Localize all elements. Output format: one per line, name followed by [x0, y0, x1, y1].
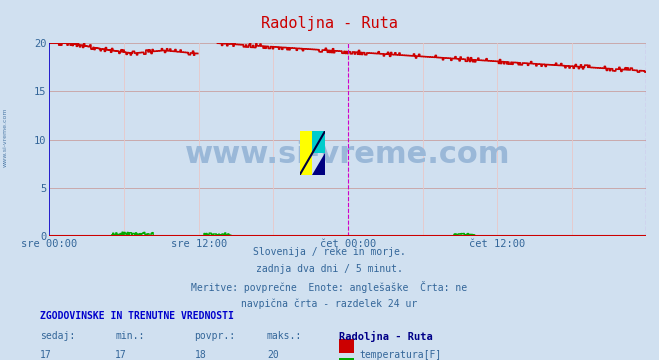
Text: temperatura[F]: temperatura[F]	[359, 350, 442, 360]
Text: www.si-vreme.com: www.si-vreme.com	[185, 140, 510, 170]
Text: ZGODOVINSKE IN TRENUTNE VREDNOSTI: ZGODOVINSKE IN TRENUTNE VREDNOSTI	[40, 311, 233, 321]
Text: 20: 20	[267, 350, 279, 360]
Text: 17: 17	[115, 350, 127, 360]
Text: www.si-vreme.com: www.si-vreme.com	[3, 107, 8, 167]
Text: povpr.:: povpr.:	[194, 331, 235, 341]
Text: min.:: min.:	[115, 331, 145, 341]
Text: sedaj:: sedaj:	[40, 331, 74, 341]
Text: Slovenija / reke in morje.: Slovenija / reke in morje.	[253, 247, 406, 257]
Text: 18: 18	[194, 350, 206, 360]
Polygon shape	[312, 153, 325, 175]
Text: navpična črta - razdelek 24 ur: navpična črta - razdelek 24 ur	[241, 298, 418, 309]
Text: zadnja dva dni / 5 minut.: zadnja dva dni / 5 minut.	[256, 264, 403, 274]
Text: Meritve: povprečne  Enote: anglešaške  Črta: ne: Meritve: povprečne Enote: anglešaške Črt…	[191, 281, 468, 293]
Polygon shape	[300, 131, 312, 175]
Text: Radoljna - Ruta: Radoljna - Ruta	[339, 331, 433, 342]
Text: Radoljna - Ruta: Radoljna - Ruta	[261, 16, 398, 31]
Polygon shape	[312, 131, 325, 153]
Text: 17: 17	[40, 350, 51, 360]
Text: maks.:: maks.:	[267, 331, 302, 341]
